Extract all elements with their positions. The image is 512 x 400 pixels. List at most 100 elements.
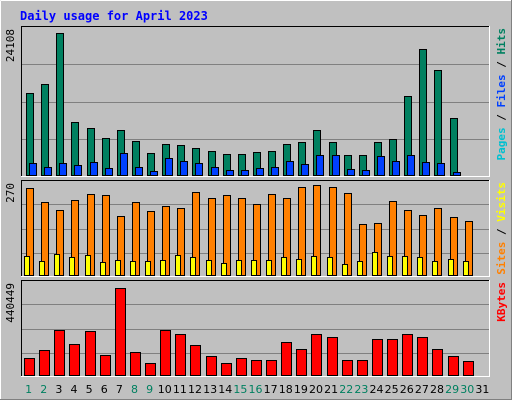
panel-kbytes-max-label: 440449 <box>4 283 17 323</box>
bar-visits-sites-day-27 <box>417 257 423 276</box>
day-label-14: 14 <box>218 383 232 396</box>
day-label-20: 20 <box>309 383 323 396</box>
bar-hits-files-day-23 <box>362 170 370 176</box>
bar-visits-sites-day-14 <box>221 263 227 276</box>
day-label-1: 1 <box>25 383 32 396</box>
bar-kbytes-kbytes-day-26 <box>402 334 413 376</box>
bar-hits-files-day-25 <box>392 161 400 176</box>
legend-files: Files <box>495 74 508 107</box>
bar-hits-files-day-18 <box>286 161 294 176</box>
bar-hits-files-day-24 <box>377 156 385 176</box>
legend-sites: Sites <box>495 242 508 275</box>
bar-hits-files-day-28 <box>437 163 445 176</box>
bar-visits-visits-day-22 <box>344 193 352 276</box>
bar-hits-files-day-8 <box>135 167 143 176</box>
bar-hits-files-day-11 <box>180 161 188 176</box>
day-label-9: 9 <box>146 383 153 396</box>
bar-hits-files-day-3 <box>59 163 67 176</box>
bar-hits-files-day-21 <box>332 155 340 176</box>
panel-visits-max-label: 270 <box>4 183 17 203</box>
day-label-13: 13 <box>203 383 217 396</box>
bar-hits-files-day-1 <box>29 163 37 176</box>
bar-hits-files-day-27 <box>422 162 430 176</box>
bar-visits-sites-day-10 <box>160 260 166 276</box>
bar-visits-sites-day-8 <box>130 261 136 276</box>
day-label-27: 27 <box>415 383 429 396</box>
bar-kbytes-kbytes-day-17 <box>266 360 277 376</box>
bar-hits-files-day-16 <box>256 168 264 176</box>
chart-title: Daily usage for April 2023 <box>20 9 208 23</box>
bar-visits-sites-day-6 <box>100 262 106 276</box>
day-label-17: 17 <box>264 383 278 396</box>
bar-visits-sites-day-13 <box>206 260 212 276</box>
bar-kbytes-kbytes-day-15 <box>236 358 247 376</box>
bar-hits-files-day-22 <box>347 169 355 176</box>
bar-kbytes-kbytes-day-6 <box>100 355 111 376</box>
bar-visits-sites-day-4 <box>69 257 75 276</box>
day-label-2: 2 <box>40 383 47 396</box>
day-label-15: 15 <box>233 383 247 396</box>
day-label-5: 5 <box>86 383 93 396</box>
bar-kbytes-kbytes-day-29 <box>448 356 459 376</box>
bar-visits-sites-day-24 <box>372 252 378 276</box>
day-label-10: 10 <box>158 383 172 396</box>
panel-hits-legend: Pages / Files / Hits <box>495 28 508 161</box>
bar-visits-sites-day-23 <box>357 261 363 276</box>
day-label-12: 12 <box>188 383 202 396</box>
bar-visits-sites-day-29 <box>448 259 454 276</box>
bar-hits-files-day-7 <box>120 153 128 176</box>
day-label-28: 28 <box>430 383 444 396</box>
day-label-22: 22 <box>339 383 353 396</box>
bar-visits-sites-day-11 <box>175 255 181 276</box>
bar-kbytes-kbytes-day-5 <box>85 331 96 376</box>
bar-visits-sites-day-22 <box>342 264 348 276</box>
bar-visits-sites-day-26 <box>402 256 408 276</box>
bar-visits-sites-day-16 <box>251 260 257 276</box>
bar-hits-files-day-13 <box>211 167 219 176</box>
bar-hits-files-day-19 <box>301 164 309 176</box>
bar-hits-files-day-20 <box>316 155 324 176</box>
bar-kbytes-kbytes-day-14 <box>221 363 232 376</box>
bar-kbytes-kbytes-day-19 <box>296 349 307 376</box>
legend-separator: / <box>495 222 508 242</box>
bar-kbytes-kbytes-day-1 <box>24 358 35 376</box>
bar-kbytes-kbytes-day-25 <box>387 339 398 376</box>
bar-visits-sites-day-5 <box>85 255 91 276</box>
day-label-7: 7 <box>116 383 123 396</box>
bar-hits-files-day-17 <box>271 167 279 176</box>
day-label-25: 25 <box>385 383 399 396</box>
panel-visits: 270 Sites / Visits <box>4 180 508 277</box>
day-label-30: 30 <box>460 383 474 396</box>
bar-hits-files-day-14 <box>226 170 234 176</box>
legend-separator: / <box>495 55 508 75</box>
bar-hits-files-day-2 <box>44 167 52 176</box>
bar-hits-files-day-12 <box>195 163 203 176</box>
panel-hits-max-label: 24108 <box>4 29 17 62</box>
bar-hits-files-day-15 <box>241 170 249 176</box>
day-axis: 1 2 3 4 5 6 7 8 9 10 11 12 13 14 15 16 17 18 19 20 21 22 23 24 2… <box>25 383 489 396</box>
bar-kbytes-kbytes-day-7 <box>115 288 126 376</box>
day-label-11: 11 <box>173 383 187 396</box>
bar-visits-sites-day-18 <box>281 257 287 276</box>
day-label-3: 3 <box>55 383 62 396</box>
bar-kbytes-kbytes-day-3 <box>54 330 65 376</box>
bar-hits-files-day-9 <box>150 171 158 176</box>
day-label-6: 6 <box>101 383 108 396</box>
bar-kbytes-kbytes-day-13 <box>206 356 217 376</box>
bar-hits-files-day-4 <box>74 165 82 176</box>
day-label-4: 4 <box>70 383 77 396</box>
bar-kbytes-kbytes-day-22 <box>342 360 353 376</box>
panel-kbytes: 440449 KBytes <box>4 280 508 377</box>
day-label-29: 29 <box>445 383 459 396</box>
bar-hits-hits-day-28 <box>434 70 442 176</box>
bar-kbytes-kbytes-day-9 <box>145 363 156 376</box>
bar-kbytes-kbytes-day-27 <box>417 337 428 376</box>
bar-hits-files-day-26 <box>407 155 415 176</box>
bar-hits-files-day-29 <box>453 172 461 176</box>
bar-visits-sites-day-25 <box>387 256 393 276</box>
bar-kbytes-kbytes-day-4 <box>69 344 80 376</box>
bar-hits-hits-day-29 <box>450 118 458 176</box>
bar-kbytes-kbytes-day-12 <box>190 345 201 376</box>
day-label-26: 26 <box>400 383 414 396</box>
